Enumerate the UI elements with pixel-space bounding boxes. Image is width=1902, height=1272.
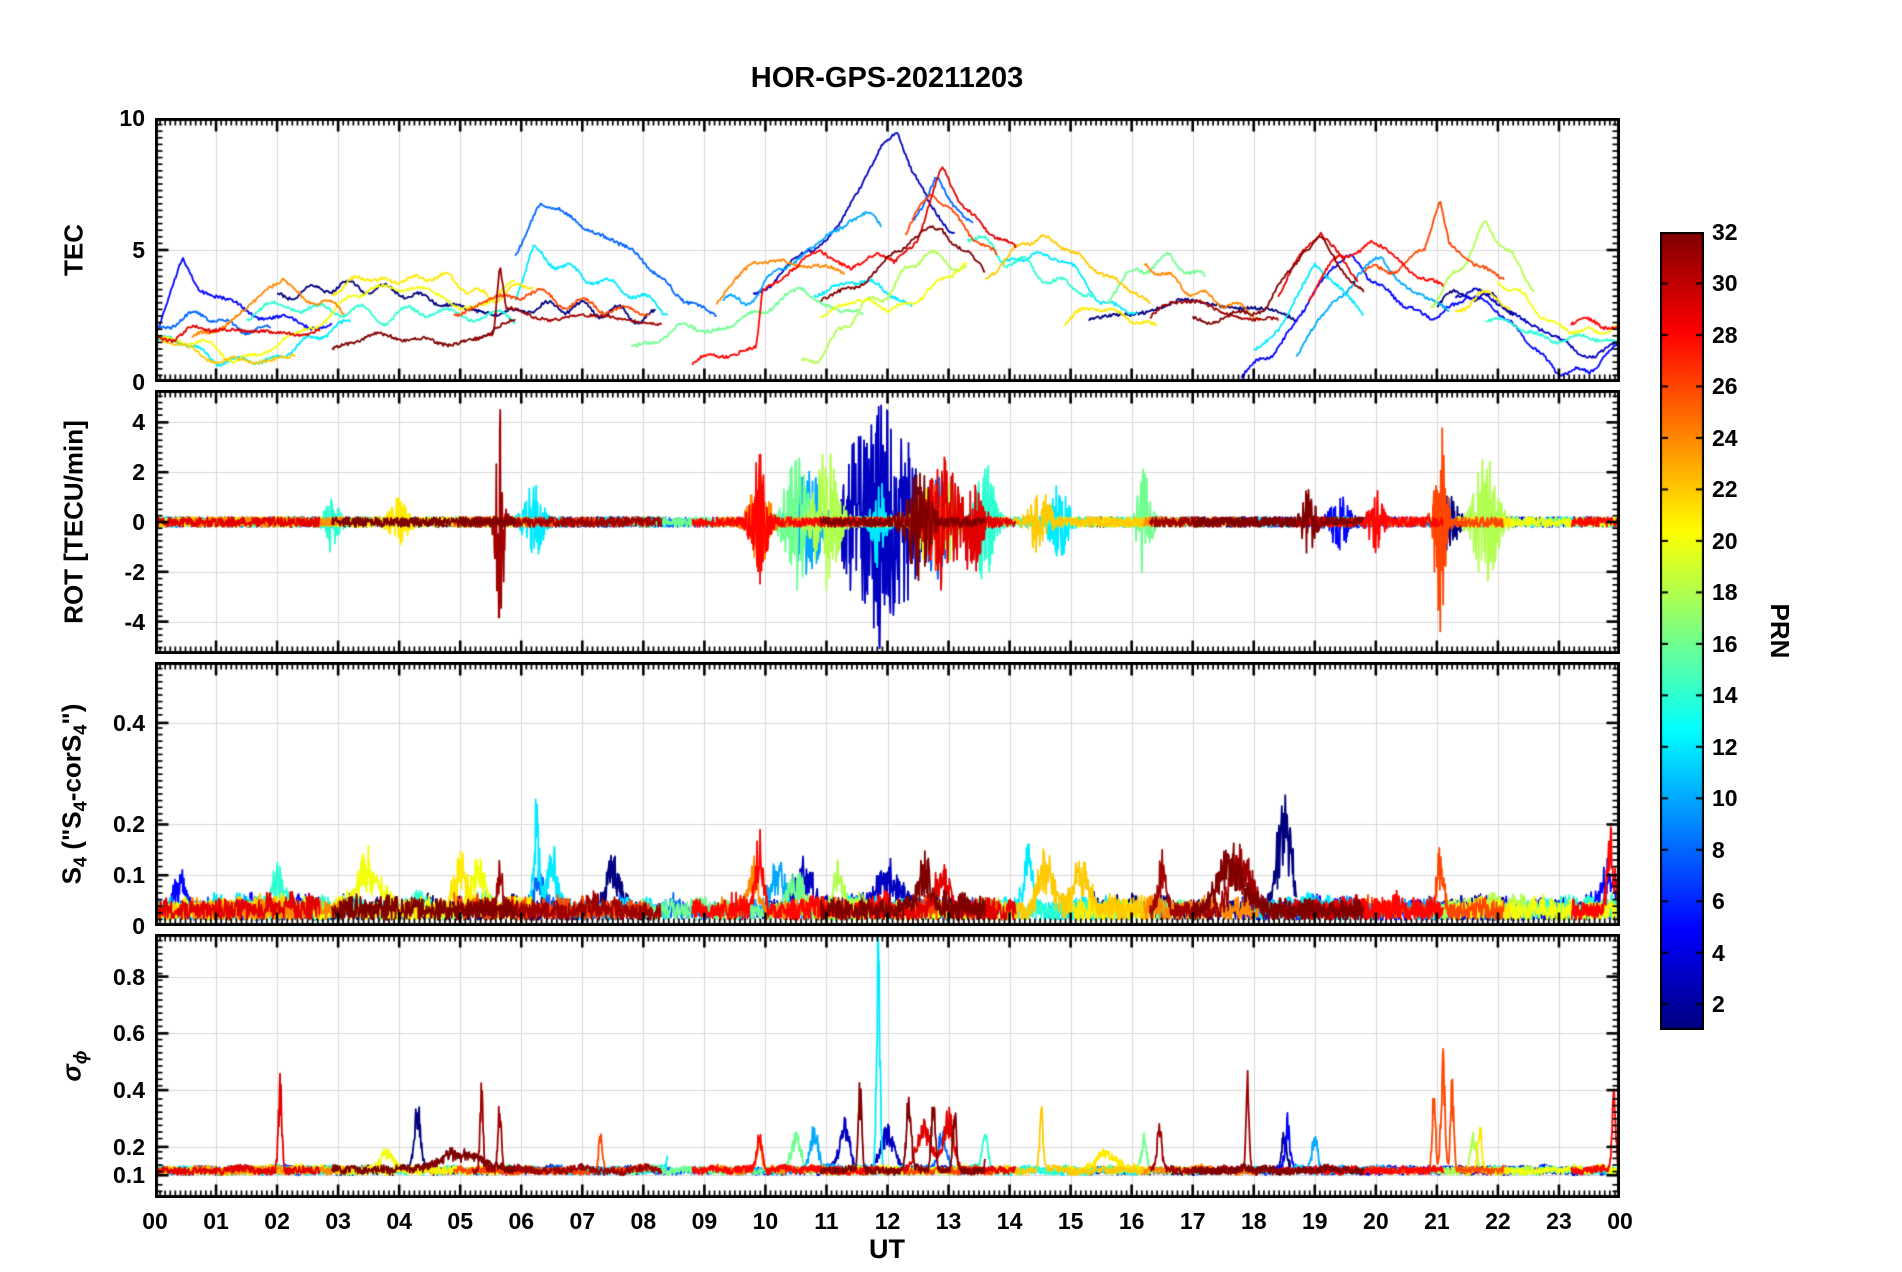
rot-panel-canvas: [155, 390, 1620, 654]
tick-label: -2: [124, 558, 145, 585]
tick-label: 14: [1712, 682, 1738, 709]
tick-label: 2: [1712, 991, 1725, 1018]
tick-label: 4: [1712, 939, 1725, 966]
tick-label: 20: [1363, 1208, 1389, 1234]
tick-label: 18: [1240, 1208, 1267, 1234]
tick-label: 2: [132, 459, 145, 486]
tick-label: 00: [1607, 1208, 1633, 1234]
tick-label: 0.4: [113, 709, 145, 736]
tick-label: 05: [447, 1208, 473, 1234]
tick-label: 20: [1712, 527, 1738, 554]
tick-label: 8: [1712, 836, 1725, 863]
tick-label: 17: [1179, 1208, 1206, 1234]
tick-label: 30: [1712, 270, 1738, 297]
tick-label: 10: [119, 105, 145, 131]
tick-label: 0.8: [113, 963, 145, 990]
tick-label: 12: [874, 1208, 901, 1234]
tick-label: 0: [132, 369, 145, 395]
tick-label: 24: [1712, 424, 1738, 451]
tec-panel-canvas: [155, 118, 1620, 382]
tick-label: 26: [1712, 373, 1738, 400]
tick-label: 21: [1424, 1208, 1450, 1234]
tick-label: 06: [508, 1208, 535, 1234]
x-axis-label: UT: [869, 1234, 905, 1264]
tick-label: 32: [1712, 219, 1738, 245]
tick-label: 10: [752, 1208, 779, 1234]
sigma-panel-canvas: [155, 934, 1620, 1198]
tick-label: 19: [1301, 1208, 1328, 1234]
tick-label: 14: [996, 1208, 1023, 1234]
tick-label: 28: [1712, 321, 1738, 348]
tick-label: 6: [1712, 888, 1725, 915]
tick-label: 12: [1712, 733, 1738, 760]
tick-label: 01: [203, 1208, 229, 1234]
tick-label: 16: [1712, 630, 1738, 657]
tick-label: 5: [132, 237, 145, 263]
tick-label: 0.1: [113, 1162, 145, 1189]
tick-label: 0.2: [113, 811, 145, 838]
s4-panel-canvas: [155, 662, 1620, 926]
tick-label: 22: [1485, 1208, 1511, 1234]
tick-label: 13: [935, 1208, 962, 1234]
tick-label: 0: [132, 509, 145, 535]
tick-label: 18: [1712, 579, 1738, 606]
tick-label: 11: [814, 1208, 839, 1234]
tick-label: 07: [569, 1208, 596, 1234]
colorbar: [1660, 232, 1704, 1030]
tick-label: 0.1: [113, 862, 145, 889]
tick-label: 4: [132, 409, 145, 436]
tick-label: -4: [124, 608, 145, 635]
tick-label: 16: [1118, 1208, 1145, 1234]
chart-title: HOR-GPS-20211203: [750, 62, 1024, 94]
tick-label: 08: [630, 1208, 657, 1234]
tick-label: 03: [325, 1208, 351, 1234]
tick-label: 22: [1712, 476, 1738, 503]
tick-label: 0.2: [113, 1133, 145, 1160]
tick-label: 09: [691, 1208, 718, 1234]
tick-label: 02: [264, 1208, 290, 1234]
tick-label: 0.4: [113, 1077, 145, 1104]
tick-label: 0: [132, 913, 145, 939]
tick-label: 10: [1712, 785, 1738, 812]
tick-label: 0.6: [113, 1020, 145, 1047]
tick-label: 15: [1057, 1208, 1084, 1234]
tick-label: 00: [142, 1208, 168, 1234]
colorbar-label: PRN: [1765, 603, 1795, 659]
tick-label: 23: [1546, 1208, 1572, 1234]
tick-label: 04: [386, 1208, 412, 1234]
